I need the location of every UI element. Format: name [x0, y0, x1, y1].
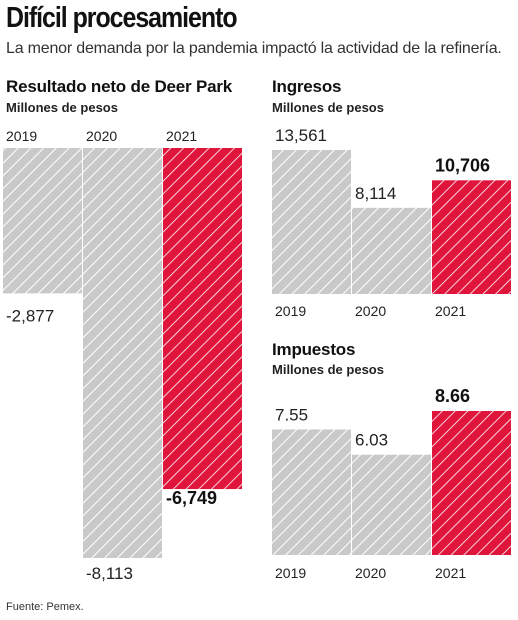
- net-result-value-label-2020: -8,113: [86, 564, 133, 583]
- taxes-chart-title: Impuestos: [272, 340, 356, 359]
- taxes-unit-label: Millones de pesos: [272, 362, 384, 377]
- revenue-unit-label: Millones de pesos: [272, 100, 384, 115]
- chart-title: Difícil procesamiento: [6, 2, 238, 34]
- net-result-unit-label: Millones de pesos: [6, 100, 118, 115]
- revenue-value-label-2020: 8,114: [355, 184, 396, 203]
- revenue-tick-2020: 2020: [355, 303, 386, 319]
- revenue-bar-2020: [352, 207, 431, 294]
- net-result-bar-2019: [3, 148, 82, 294]
- revenue-chart: 2019 13,561 2020 8,114 2021 10,706: [272, 126, 511, 319]
- revenue-bar-2021: [432, 180, 511, 294]
- taxes-value-label-2019: 7.55: [275, 405, 308, 424]
- net-result-tick-2020: 2020: [86, 128, 117, 144]
- net-result-bar-2021: [163, 148, 242, 490]
- net-result-chart: 2019 -2,877 2020 -8,113 2021 -6,749: [3, 128, 242, 583]
- taxes-tick-2020: 2020: [355, 565, 386, 581]
- taxes-bar-2021: [432, 411, 511, 555]
- revenue-bar-2019: [272, 150, 351, 294]
- taxes-tick-2021: 2021: [435, 565, 466, 581]
- source-note: Fuente: Pemex.: [6, 601, 84, 613]
- net-result-value-label-2021: -6,749: [166, 488, 217, 508]
- revenue-value-label-2019: 13,561: [275, 126, 327, 145]
- taxes-value-label-2021: 8.66: [435, 386, 470, 406]
- revenue-value-label-2021: 10,706: [435, 155, 490, 175]
- net-result-bar-2020: [83, 148, 162, 558]
- taxes-value-label-2020: 6.03: [355, 431, 388, 450]
- revenue-tick-2021: 2021: [435, 303, 466, 319]
- revenue-chart-title: Ingresos: [272, 77, 342, 96]
- taxes-bar-2020: [352, 454, 431, 555]
- chart-subtitle: La menor demanda por la pandemia impactó…: [6, 40, 502, 57]
- revenue-tick-2019: 2019: [275, 303, 306, 319]
- net-result-tick-2019: 2019: [6, 128, 37, 144]
- taxes-tick-2019: 2019: [275, 565, 306, 581]
- net-result-chart-title: Resultado neto de Deer Park: [6, 77, 233, 96]
- taxes-chart: 2019 7.55 2020 6.03 2021 8.66: [272, 386, 511, 581]
- net-result-value-label-2019: -2,877: [6, 306, 54, 325]
- net-result-tick-2021: 2021: [166, 128, 197, 144]
- taxes-bar-2019: [272, 429, 351, 555]
